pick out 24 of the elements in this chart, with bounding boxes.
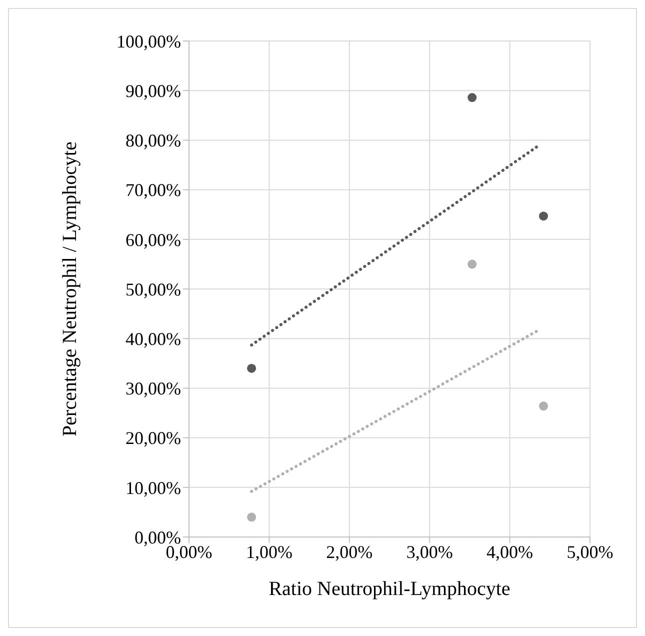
y-tick-label: 70,00%: [126, 180, 181, 200]
point: [247, 512, 256, 522]
y-tick-label: 90,00%: [126, 80, 181, 101]
point: [468, 93, 477, 102]
x-axis-title: Ratio Neutrophil-Lymphocyte: [268, 578, 510, 600]
x-tick-label: 5,00%: [566, 542, 614, 562]
x-tick-label: 1,00%: [246, 542, 292, 562]
y-tick-label: 40,00%: [126, 328, 181, 349]
point: [538, 212, 548, 221]
point: [247, 364, 256, 373]
y-tick-label: 10,00%: [126, 478, 181, 498]
y-tick-label: 0,00%: [134, 527, 181, 548]
y-tick-label: 50,00%: [126, 279, 181, 300]
x-tick-label: 4,00%: [486, 542, 534, 562]
y-tick-label: 100,00%: [116, 31, 181, 52]
y-tick-label: 30,00%: [126, 378, 181, 399]
y-tick-label: 80,00%: [126, 130, 181, 151]
x-tick-label: 2,00%: [326, 542, 373, 562]
y-tick-label: 60,00%: [126, 230, 181, 250]
x-tick-label: 3,00%: [406, 542, 453, 562]
y-tick-label: 20,00%: [126, 428, 181, 448]
point: [538, 402, 548, 411]
y-axis-title: Percentage Neutrophil / Lymphocyte: [59, 141, 82, 436]
point: [468, 260, 477, 269]
